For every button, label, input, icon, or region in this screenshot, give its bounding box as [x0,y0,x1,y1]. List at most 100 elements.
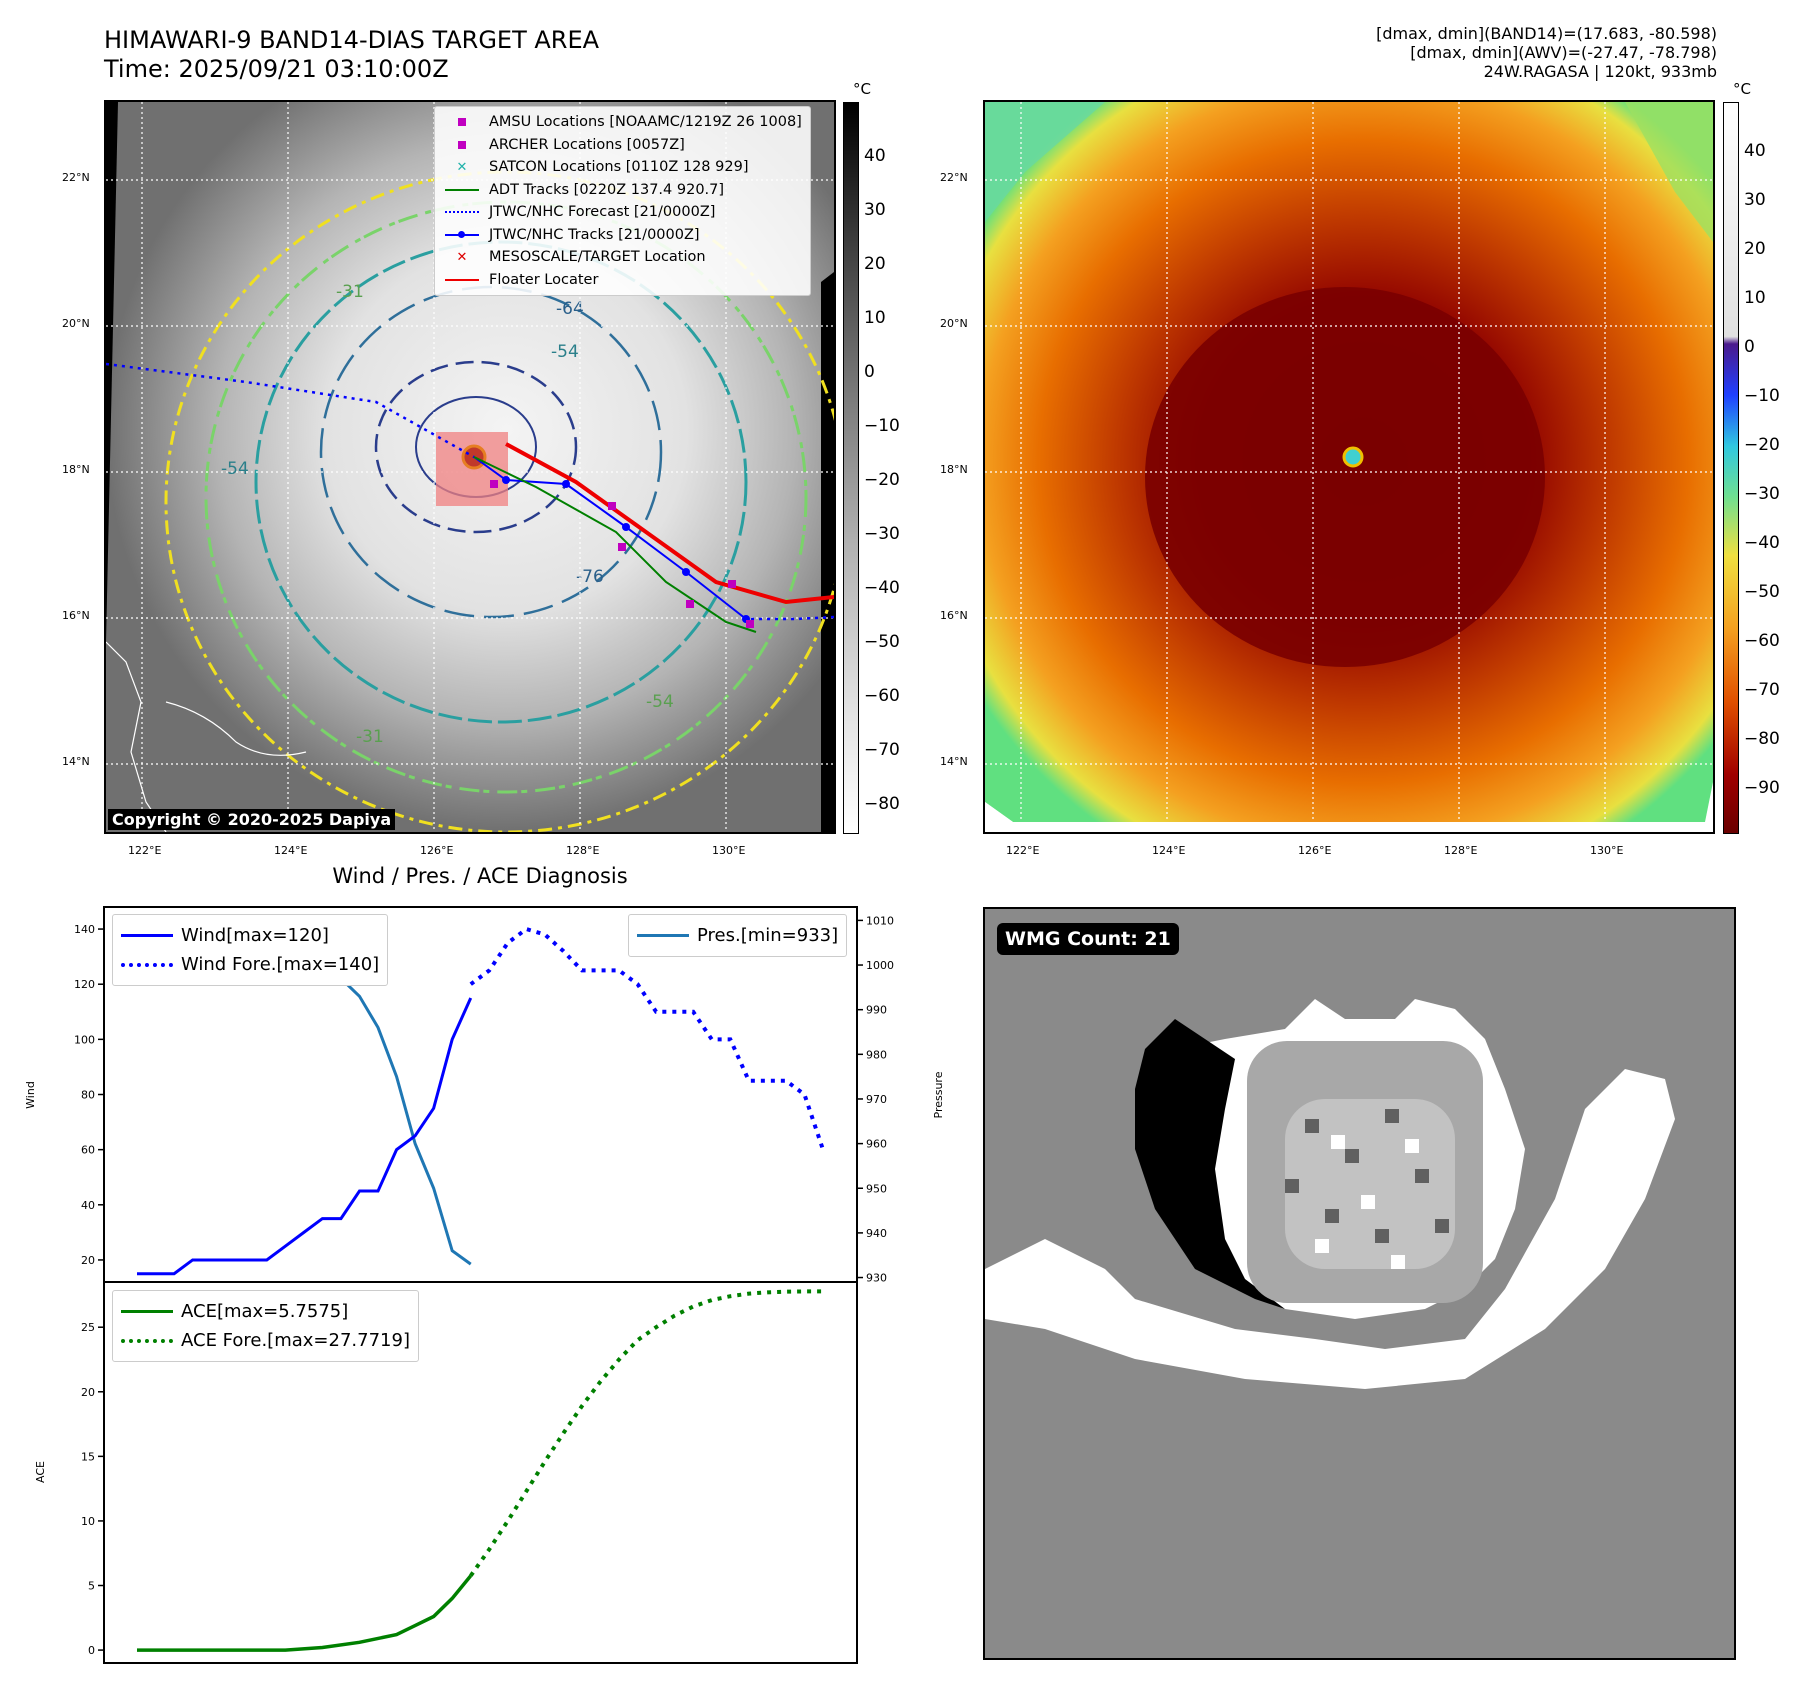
wind-tick: 100 [74,1033,95,1046]
ace-axes [103,1281,858,1664]
dry-core [1145,287,1545,667]
ace-tick: 25 [81,1321,95,1334]
pressure-tick: 970 [866,1093,887,1106]
awv-colorbar-unit: °C [1733,80,1751,98]
dotted-line-icon [121,962,173,967]
line-icon [445,188,479,191]
solid-line-icon [121,1310,173,1313]
wind-tick: 60 [81,1144,95,1157]
contour-label: -76 [576,567,604,587]
title-line-1: HIMAWARI-9 BAND14-DIAS TARGET AREA [104,26,600,54]
wind-tick: 20 [81,1254,95,1267]
solid-line-icon [637,934,689,937]
contour-navy [374,360,578,534]
pressure-tick: 990 [866,1004,887,1017]
legend-entry: JTWC/NHC Tracks [21/0000Z] [443,224,802,247]
jtwc-forecast-track [106,362,475,459]
pressure-tick: 980 [866,1048,887,1061]
legend-entry: ACE[max=5.7575] [121,1297,410,1326]
legend-entry: AMSU Locations [NOAAMC/1219Z 26 1008] [443,111,802,134]
awv-range: [dmax, dmin](AWV)=(-27.47, -78.798) [1410,43,1717,62]
pressure-tick: 950 [866,1182,887,1195]
ir-colorbar-unit: °C [853,80,871,98]
moist-region [1625,102,1713,242]
contour-label: -54 [551,342,579,362]
coastline [165,701,307,756]
pressure-tick: 940 [866,1227,887,1240]
solid-line-icon [121,934,173,937]
contour-label: -54 [646,692,674,712]
diagnosis-title: Wind / Pres. / ACE Diagnosis [332,864,628,888]
x-marker-icon: ✕ [456,159,468,175]
awv-satellite-image [985,102,1713,832]
image-edge [821,272,834,832]
awv-colorbar [1723,102,1739,834]
pressure-tick: 1010 [866,914,894,927]
wind-tick: 40 [81,1199,95,1212]
pressure-tick: 1000 [866,959,894,972]
floater-locater-track [505,442,834,605]
awv-satellite-panel [983,100,1715,834]
dotted-line-icon [445,211,479,214]
amsu-archer-markers [490,480,754,628]
pressure-tick-labels: 1010 1000 990 980 970 960 950 940 930 [866,914,894,1284]
legend-entry: ACE Fore.[max=27.7719] [121,1326,410,1355]
coastline [106,641,167,832]
pressure-legend: Pres.[min=933] [628,914,848,957]
ace-forecast-series-line [469,1289,824,1577]
wmg-black-band [1135,1019,1285,1309]
wmg-count-badge: WMG Count: 21 [997,923,1179,955]
adt-track [473,456,757,633]
legend-entry: ✕ SATCON Locations [0110Z 128 929] [443,156,802,179]
image-edge [106,102,118,642]
moist-region [985,102,1105,222]
pressure-axis-label: Pressure [932,1071,945,1118]
ace-tick: 0 [88,1644,95,1657]
wind-tick-labels: 140 120 100 80 60 40 20 [74,923,95,1267]
jtwc-track-points [502,476,750,623]
dotted-line-icon [121,1338,173,1343]
diagnosis-chart: Wind Pressure ACE 140 120 100 80 60 40 2… [24,906,945,1664]
copyright-label: Copyright © 2020-2025 Dapiya [108,809,396,830]
legend-entry: ✕ MESOSCALE/TARGET Location [443,246,802,269]
wind-tick: 120 [74,978,95,991]
legend-entry: Floater Locater [443,269,802,292]
square-marker-icon [458,140,466,149]
line-icon [445,278,479,281]
image-edge [985,802,1713,832]
contour-label: -31 [356,727,384,747]
wmg-white-ring [985,1069,1675,1389]
map-gridlines [985,102,1713,832]
jtwc-track [473,456,747,620]
awv-eye [1342,446,1364,468]
ace-tick: 15 [81,1450,95,1463]
legend-entry: JTWC/NHC Forecast [21/0000Z] [443,201,802,224]
contour-label: -54 [221,459,249,479]
wmg-pixels [1285,1109,1449,1243]
legend-entry: Pres.[min=933] [637,921,838,950]
ir-satellite-panel: -54 -64 -31 -76 -54 -54 -31 [104,100,836,834]
ace-tick: 5 [88,1580,95,1593]
wind-legend: Wind[max=120] Wind Fore.[max=140] [112,914,389,986]
band14-range: [dmax, dmin](BAND14)=(17.683, -80.598) [1376,24,1717,43]
ace-tick: 20 [81,1386,95,1399]
ace-legend: ACE[max=5.7575] ACE Fore.[max=27.7719] [112,1290,419,1362]
wind-tick: 80 [81,1089,95,1102]
storm-summary: 24W.RAGASA | 120kt, 933mb [1483,62,1717,81]
square-marker-icon [458,118,466,127]
wmg-image [985,999,1675,1389]
ace-tick-labels: 25 20 15 10 5 0 [81,1321,95,1657]
storm-info: [dmax, dmin](BAND14)=(17.683, -80.598) [… [1376,24,1717,81]
ir-legend: AMSU Locations [NOAAMC/1219Z 26 1008] AR… [434,106,811,296]
wind-axis-label: Wind [24,1081,37,1109]
wind-series-line [137,997,473,1276]
ace-series-line [137,1574,473,1652]
ace-tick: 10 [81,1515,95,1528]
contour-yellow [164,170,834,832]
contour-label: -31 [336,282,364,302]
contour-label: -64 [556,299,584,319]
title-line-2: Time: 2025/09/21 03:10:00Z [104,55,449,83]
wind-tick: 140 [74,923,95,936]
ir-colorbar [843,102,859,834]
pressure-tick: 930 [866,1272,887,1285]
